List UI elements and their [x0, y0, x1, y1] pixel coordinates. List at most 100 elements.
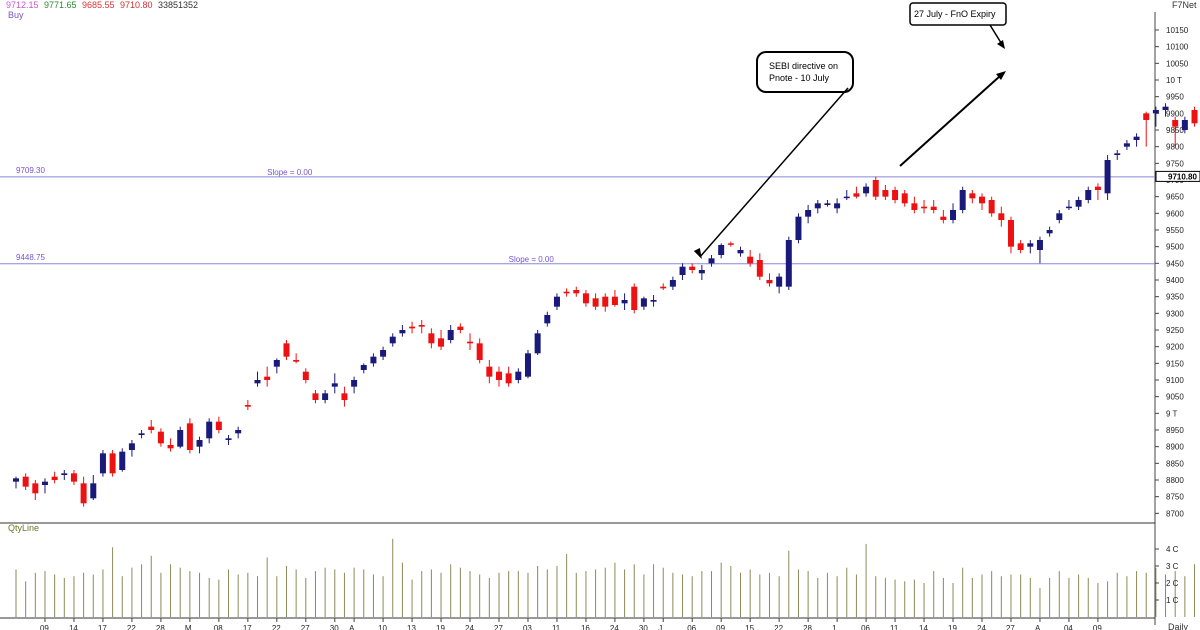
annotation-text: 27 July - FnO Expiry [914, 9, 996, 19]
price-tick-label: 8750 [1166, 493, 1184, 502]
volume-tick-label: 2 C [1166, 579, 1179, 588]
price-tick-label: 9150 [1166, 359, 1184, 368]
candle-body [998, 213, 1005, 220]
ohlc-open: 9712.15 [6, 0, 39, 10]
date-tick-label: 10 [378, 624, 387, 630]
candle-body [544, 315, 551, 324]
candle-body [805, 210, 812, 217]
candle-body [138, 433, 145, 435]
date-tick-label: 22 [272, 624, 281, 630]
volume-tick-label: 4 C [1166, 545, 1179, 554]
date-tick-label: 28 [156, 624, 165, 630]
candle-body [563, 291, 570, 294]
candle-body [215, 421, 222, 430]
trend-arrowhead [996, 71, 1006, 80]
price-line-label: 9709.30 [16, 166, 45, 175]
price-tick-label: 10150 [1166, 26, 1189, 35]
candle-body [534, 333, 541, 354]
date-tick-label: 09 [40, 624, 49, 630]
mode-label: Buy [8, 10, 24, 20]
ohlc-close: 9710.80 [120, 0, 153, 10]
candle-body [1172, 120, 1179, 127]
candle-body [264, 376, 271, 380]
candle-body [921, 206, 928, 209]
candle-body [1065, 206, 1072, 209]
candle-body [882, 190, 889, 197]
annotation-arrow [699, 87, 849, 258]
candle-body [196, 440, 203, 447]
candle-body [1191, 110, 1198, 124]
price-line-label: 9448.75 [16, 253, 45, 262]
candle-body [351, 380, 358, 387]
candle-body [1143, 113, 1150, 120]
candle-body [409, 326, 416, 329]
date-tick-label: 09 [1093, 624, 1102, 630]
annotations: SEBI directive on Pnote - 10 July 27 July … [693, 2, 1007, 259]
date-tick-label: M [185, 624, 192, 630]
current-price-box [1155, 170, 1200, 182]
candle-body [1133, 136, 1140, 140]
candle-body [1094, 186, 1101, 190]
candle-body [602, 296, 609, 307]
candle-body [1114, 153, 1121, 155]
candles [13, 103, 1198, 507]
candle-body [689, 266, 696, 270]
candle-body [380, 350, 387, 357]
candle-body [389, 336, 396, 344]
candle-body [467, 341, 474, 344]
candle-body [660, 286, 667, 289]
candle-body [399, 330, 406, 334]
date-tick-label: 14 [919, 624, 928, 630]
candle-body [747, 256, 754, 264]
date-tick-label: 06 [861, 624, 870, 630]
price-tick-label: 10 T [1166, 76, 1182, 85]
candle-body [1007, 220, 1014, 247]
date-tick-label: 09 [716, 624, 725, 630]
volume-panel-title: QtyLine [8, 523, 39, 533]
date-tick-label: 19 [436, 624, 445, 630]
candle-body [718, 245, 725, 255]
price-tick-label: 9450 [1166, 259, 1184, 268]
annotation-box [909, 2, 1007, 26]
candle-body [1123, 143, 1130, 147]
price-tick-label: 9500 [1166, 243, 1184, 252]
annotation-arrowhead [997, 40, 1005, 49]
candle-body [283, 343, 290, 357]
date-tick-label: 1 [832, 624, 837, 630]
candle-body [1046, 230, 1053, 234]
candle-body [360, 365, 367, 370]
candle-body [698, 270, 705, 274]
date-tick-label: 03 [523, 624, 532, 630]
candle-body [979, 196, 985, 204]
candle-body [892, 190, 899, 200]
candle-body [631, 286, 638, 310]
candle-body [959, 190, 966, 210]
candle-body [582, 293, 589, 304]
annotation-arrowhead [693, 248, 702, 259]
candle-body [1017, 243, 1024, 250]
candle-body [756, 260, 763, 277]
price-tick-label: 9750 [1166, 159, 1184, 168]
price-tick-label: 9050 [1166, 393, 1184, 402]
price-tick-label: 10100 [1166, 43, 1189, 52]
slope-label: Slope = 0.00 [267, 168, 313, 177]
candle-body [1181, 120, 1188, 130]
date-tick-label: 19 [948, 624, 957, 630]
candle-body [1152, 110, 1159, 114]
ohlc-low: 9685.55 [82, 0, 115, 10]
ohlc-volume: 33851352 [158, 0, 198, 10]
candle-body [776, 276, 783, 287]
date-tick-label: 08 [214, 624, 223, 630]
annotation-box [756, 51, 854, 93]
candle-body [51, 476, 58, 480]
date-tick-label: 27 [301, 624, 310, 630]
trend-arrow [899, 75, 1001, 167]
candle-body [331, 383, 338, 387]
date-axis: 09 14 17 22 28 M 08 17 22 27 30 A 10 13 19 24 27 03 11 16 24… [40, 618, 1102, 630]
volume-bars [15, 538, 1196, 617]
candle-body [708, 258, 715, 264]
price-tick-label: 9400 [1166, 276, 1184, 285]
price-tick-label: 9250 [1166, 326, 1184, 335]
candle-body [853, 193, 860, 197]
